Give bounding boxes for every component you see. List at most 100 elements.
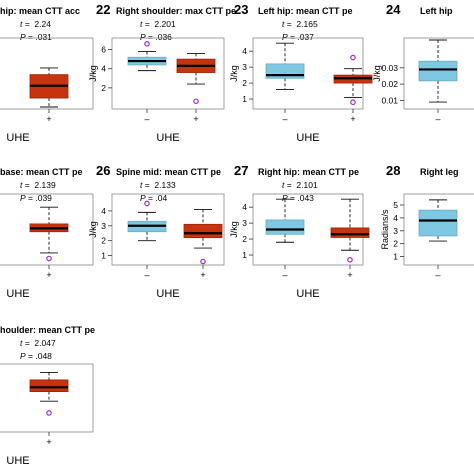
plot-frame — [403, 37, 474, 110]
x-tick-label: + — [200, 270, 205, 280]
panel-number: 22 — [96, 2, 110, 17]
panel-p-value: P = .031 — [20, 32, 52, 42]
x-axis-label: UHE — [156, 288, 179, 300]
y-tick-label: 4 — [101, 206, 106, 216]
panel-title: Spine mid: mean CTT pe — [116, 167, 221, 177]
chart-panel: 24 Left hip 0.01 0.02 0.03J/kg – — [372, 2, 474, 124]
y-tick-label: 2 — [242, 78, 247, 88]
outlier-point — [200, 258, 206, 265]
y-tick-label: 2 — [101, 83, 106, 93]
chart-panel: base: mean CTT pe t = 2.139 P = .039 + UHE — [0, 167, 94, 300]
box — [418, 209, 458, 237]
y-tick-label: 1 — [393, 252, 398, 262]
y-tick-label: 5 — [393, 200, 398, 210]
panel-p-value: P = .037 — [282, 32, 314, 42]
panel-number: 24 — [386, 2, 401, 17]
plot-frame — [252, 37, 364, 110]
plot-frame — [0, 37, 94, 110]
plot-frame — [111, 193, 225, 266]
y-tick-label: 3 — [242, 62, 247, 72]
y-tick-label: 2 — [393, 239, 398, 249]
y-axis-label: J/kg — [229, 221, 239, 238]
panel-t-stat: t = 2.24 — [20, 19, 51, 29]
panel-title: Right leg — [420, 167, 459, 177]
x-tick-label: + — [350, 114, 355, 124]
x-tick-label: – — [435, 114, 440, 124]
outlier-point — [350, 99, 356, 106]
panel-title: Right shoulder: max CTT pe — [116, 6, 236, 16]
y-tick-label: 0.03 — [381, 63, 398, 73]
y-axis-label: Radians/s — [380, 209, 390, 250]
panel-t-stat: t = 2.047 — [20, 338, 56, 348]
y-tick-label: 4 — [242, 46, 247, 56]
outlier-point — [46, 255, 52, 262]
box — [418, 60, 458, 82]
y-tick-label: 3 — [393, 226, 398, 236]
chart-panel: 27 Right hip: mean CTT pe t = 2.101 P = .04… — [229, 163, 370, 300]
panel-title: Left hip — [420, 6, 453, 16]
plot-frame — [403, 193, 474, 266]
panel-title: base: mean CTT pe — [0, 167, 83, 177]
box — [183, 223, 223, 239]
x-axis-label: UHE — [6, 132, 29, 144]
x-axis-label: UHE — [156, 132, 179, 144]
y-axis-label: J/kg — [229, 65, 239, 82]
panel-title: houlder: mean CTT pe — [0, 325, 95, 335]
panel-number: 26 — [96, 163, 110, 178]
panel-t-stat: t = 2.133 — [140, 180, 176, 190]
panel-t-stat: t = 2.139 — [20, 180, 56, 190]
y-tick-label: 1 — [242, 94, 247, 104]
x-tick-label: + — [46, 437, 51, 447]
outlier-point — [144, 41, 150, 47]
outlier-point — [144, 200, 150, 207]
outlier-point — [193, 98, 199, 105]
x-tick-label: – — [435, 270, 440, 280]
y-tick-label: 6 — [101, 45, 106, 55]
y-axis-label: J/kg — [372, 65, 382, 82]
y-tick-label: 0.01 — [381, 95, 398, 105]
plot-frame — [0, 193, 94, 266]
y-tick-label: 2 — [242, 234, 247, 244]
x-axis-label: UHE — [296, 288, 319, 300]
panel-p-value: P = .048 — [20, 351, 52, 361]
box — [265, 219, 305, 235]
chart-panel: 26 Spine mid: mean CTT pe t = 2.133 P = .04… — [88, 163, 225, 300]
y-axis-label: J/kg — [88, 221, 98, 238]
chart-panel: 2 3 Left hip: mean CTT pe t = 2.165 P = .037… — [229, 2, 373, 144]
y-tick-label: 2 — [101, 236, 106, 246]
y-tick-label: 3 — [242, 218, 247, 228]
panel-p-value: P = .04 — [140, 193, 167, 203]
panel-title: Left hip: mean CTT pe — [258, 6, 353, 16]
x-tick-label: + — [347, 270, 352, 280]
panel-t-stat: t = 2.201 — [140, 19, 176, 29]
x-axis-label: UHE — [6, 288, 29, 300]
panel-number: 27 — [234, 163, 248, 178]
panel-p-value: P = .039 — [20, 193, 52, 203]
x-tick-label: + — [193, 114, 198, 124]
x-tick-label: – — [282, 270, 287, 280]
chart-panel: 22 Right shoulder: max CTT pe t = 2.201 P =… — [88, 2, 236, 144]
chart-panel: houlder: mean CTT pe t = 2.047 P = .048 + UH… — [0, 325, 95, 467]
x-tick-label: – — [282, 114, 287, 124]
y-tick-label: 3 — [101, 221, 106, 231]
box — [29, 379, 69, 393]
x-axis-label: UHE — [296, 132, 319, 144]
plot-frame — [111, 37, 225, 110]
outlier-point — [46, 410, 52, 416]
x-tick-label: – — [144, 270, 149, 280]
x-axis-label: UHE — [6, 455, 29, 467]
panel-number: 28 — [386, 163, 400, 178]
y-tick-label: 1 — [101, 251, 106, 261]
panel-title: Right hip: mean CTT pe — [258, 167, 359, 177]
y-tick-label: 4 — [101, 64, 106, 74]
y-axis-label: J/kg — [88, 65, 98, 82]
y-tick-label: 0.02 — [381, 79, 398, 89]
panel-p-value: P = .043 — [282, 193, 314, 203]
x-tick-label: + — [46, 270, 51, 280]
outlier-point — [347, 257, 353, 263]
panel-p-value: P = .036 — [140, 32, 172, 42]
box — [330, 227, 370, 238]
panel-t-stat: t = 2.165 — [282, 19, 318, 29]
